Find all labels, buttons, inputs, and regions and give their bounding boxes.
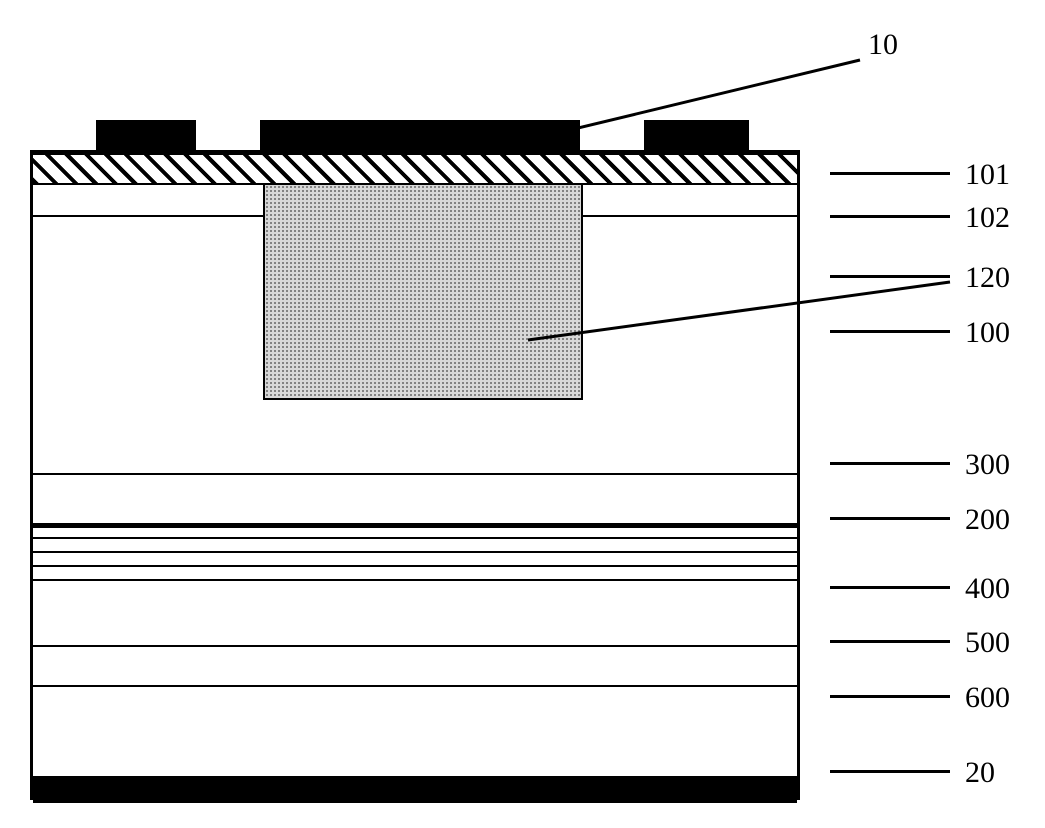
pointer-to-120 (20, 20, 1045, 808)
label-102: 102 (965, 201, 1010, 235)
label-100-text: 100 (965, 316, 1010, 350)
label-300-text: 300 (965, 448, 1010, 482)
leader-600 (830, 695, 950, 698)
leader-101 (830, 172, 950, 175)
label-500-text: 500 (965, 626, 1010, 660)
label-101: 101 (965, 158, 1010, 192)
leader-500 (830, 640, 950, 643)
label-20-text: 20 (965, 756, 995, 790)
label-200: 200 (965, 503, 1010, 537)
leader-120 (830, 275, 950, 278)
leader-200 (830, 517, 950, 520)
label-500: 500 (965, 626, 1010, 660)
leader-400 (830, 586, 950, 589)
label-10-text: 10 (868, 28, 898, 62)
label-101-text: 101 (965, 158, 1010, 192)
leader-100 (830, 330, 950, 333)
label-120-text: 120 (965, 261, 1010, 295)
label-200-text: 200 (965, 503, 1010, 537)
label-102-text: 102 (965, 201, 1010, 235)
leader-102 (830, 215, 950, 218)
label-120: 120 (965, 261, 1010, 295)
label-400: 400 (965, 572, 1010, 606)
leader-300 (830, 462, 950, 465)
label-20: 20 (965, 756, 995, 790)
label-600-text: 600 (965, 681, 1010, 715)
label-300: 300 (965, 448, 1010, 482)
leader-20 (830, 770, 950, 773)
cross-section-diagram: 10 101 102 120 100 300 200 400 500 600 2… (20, 20, 1045, 808)
label-100: 100 (965, 316, 1010, 350)
label-10: 10 (868, 28, 898, 62)
label-600: 600 (965, 681, 1010, 715)
label-400-text: 400 (965, 572, 1010, 606)
